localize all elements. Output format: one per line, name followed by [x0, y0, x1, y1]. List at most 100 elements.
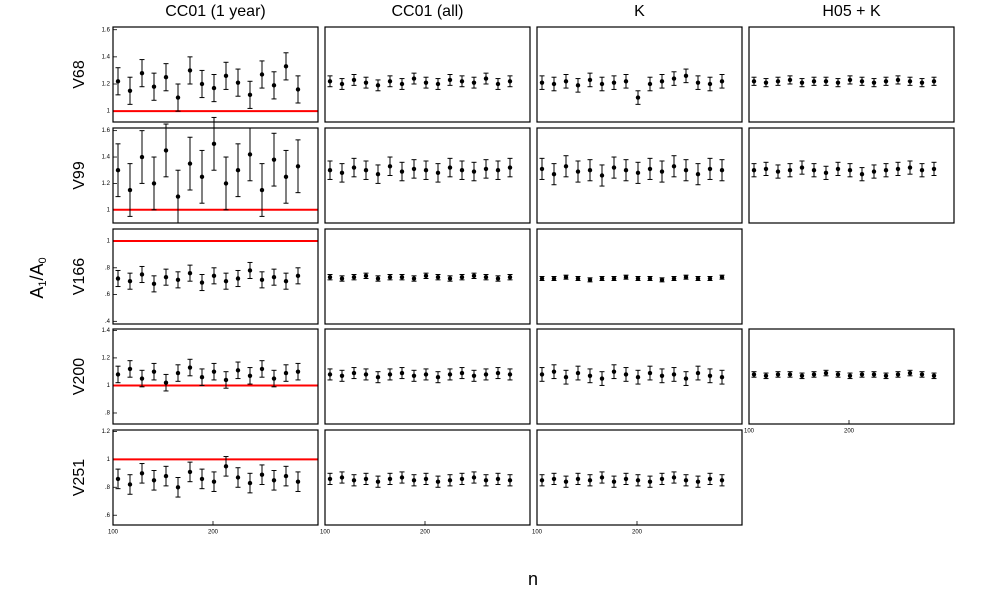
point [423, 273, 429, 279]
point [247, 268, 253, 273]
point [459, 476, 465, 482]
point [507, 478, 513, 483]
point [339, 81, 345, 87]
point [235, 368, 241, 373]
point [775, 79, 781, 84]
point [459, 274, 465, 280]
point [235, 475, 241, 480]
column-title: K [634, 3, 645, 20]
row-label: V99 [71, 161, 88, 190]
point [647, 479, 653, 484]
point [223, 73, 229, 79]
point [327, 476, 333, 482]
point [787, 77, 793, 83]
row-label: V68 [71, 60, 88, 89]
panel [536, 328, 743, 425]
point [695, 276, 701, 281]
column-title: CC01 (all) [391, 3, 463, 20]
point [271, 274, 277, 280]
point [683, 376, 689, 381]
point [707, 276, 713, 281]
point [623, 476, 629, 482]
point [211, 141, 217, 147]
point [611, 80, 617, 85]
x-tick-label: 200 [208, 530, 219, 536]
point [751, 168, 757, 173]
point [351, 77, 357, 83]
point [327, 372, 333, 377]
point [247, 480, 253, 486]
point [387, 372, 393, 377]
point [587, 373, 593, 379]
point [259, 187, 265, 193]
y-tick-label: 1 [107, 207, 111, 213]
point [507, 372, 513, 377]
point [295, 273, 301, 279]
point [835, 166, 841, 172]
point [871, 169, 877, 174]
point [671, 276, 677, 281]
point [211, 273, 217, 279]
point [247, 92, 253, 98]
panel-frame [536, 26, 743, 123]
point [115, 476, 121, 482]
point [599, 81, 605, 87]
y-tick-label: 1.4 [102, 155, 111, 161]
point [647, 166, 653, 172]
point [495, 370, 501, 376]
y-tick-label: 1.2 [102, 429, 111, 435]
point [495, 81, 501, 87]
panel: 100 200 [532, 429, 743, 536]
point [907, 79, 913, 84]
point [587, 168, 593, 173]
point [175, 485, 181, 490]
point [387, 476, 393, 482]
point [199, 374, 205, 380]
point [127, 187, 133, 193]
panel-frame [112, 429, 319, 526]
point [871, 372, 877, 377]
point [187, 270, 193, 276]
point [787, 168, 793, 173]
point [483, 478, 489, 483]
point [575, 370, 581, 376]
point [599, 376, 605, 381]
point [339, 373, 345, 379]
point [563, 274, 569, 280]
point [199, 81, 205, 87]
point [647, 370, 653, 376]
point [659, 476, 665, 482]
point [235, 80, 241, 85]
point [563, 79, 569, 84]
point [423, 372, 429, 377]
point [883, 79, 889, 84]
point [283, 278, 289, 284]
point [163, 380, 169, 385]
point [175, 95, 181, 100]
point [387, 79, 393, 84]
point [295, 164, 301, 169]
point [623, 168, 629, 173]
point [151, 181, 157, 186]
point [635, 95, 641, 100]
point [539, 276, 545, 281]
point [411, 166, 417, 172]
point [599, 173, 605, 178]
panel-frame [536, 228, 743, 325]
point [163, 148, 169, 153]
column-title: H05 + K [822, 3, 881, 20]
point [295, 87, 301, 92]
panel-frame [324, 26, 531, 123]
point [375, 83, 381, 88]
point [623, 274, 629, 280]
point [223, 278, 229, 284]
point [339, 170, 345, 176]
point [611, 479, 617, 484]
point [163, 75, 169, 80]
point [435, 374, 441, 380]
point [259, 472, 265, 477]
point [327, 274, 333, 280]
point [115, 79, 121, 84]
y-tick-label: 1.2 [102, 181, 111, 187]
panel-frame [748, 26, 955, 123]
